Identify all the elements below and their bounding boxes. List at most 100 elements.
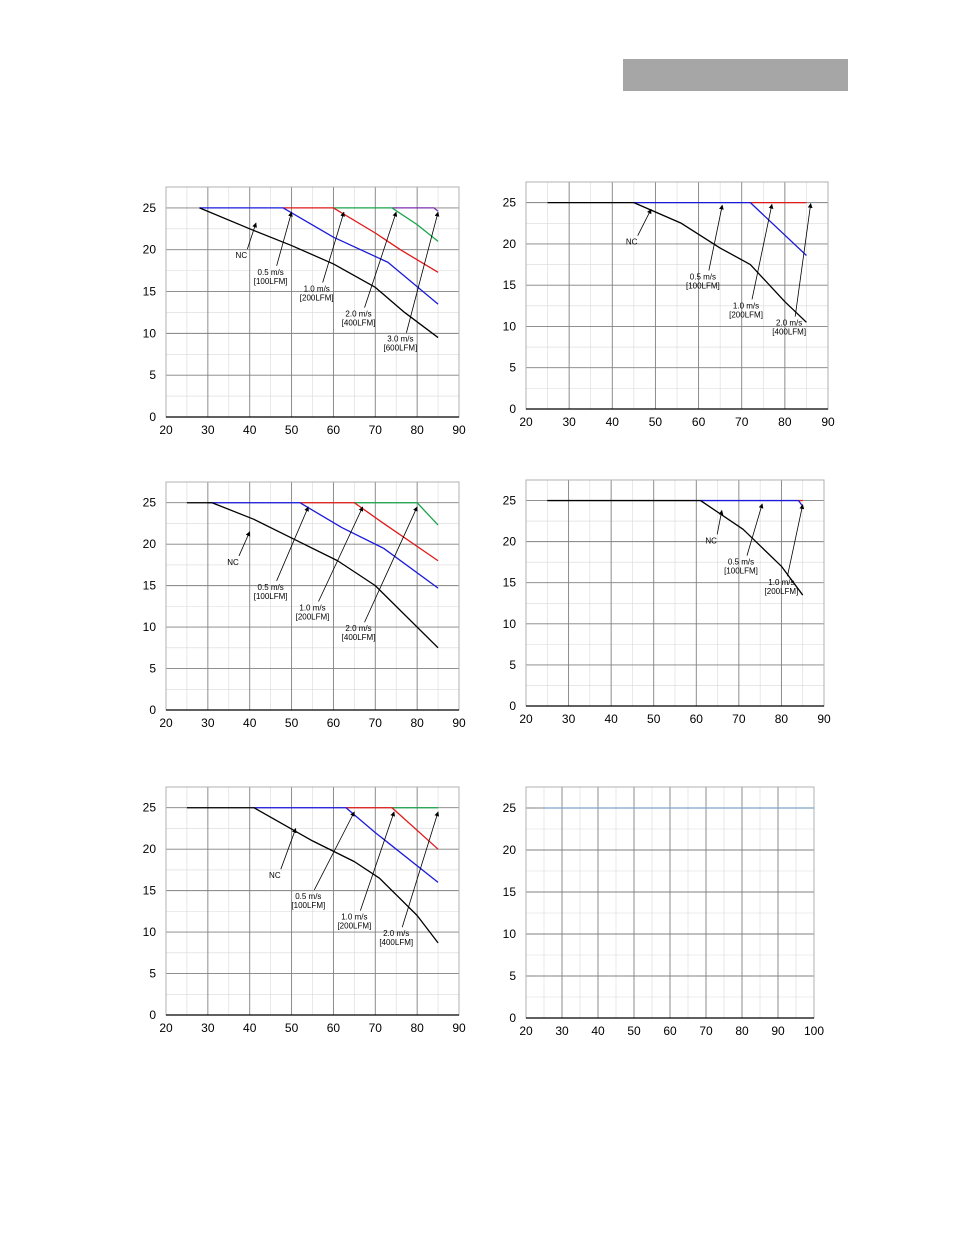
y-tick-label: 5 [149, 662, 156, 676]
y-tick-label: 25 [143, 201, 157, 215]
annotation-label: 0.5 m/s [258, 268, 284, 277]
annotation-label: 1.0 m/s [733, 301, 759, 310]
x-tick-label: 50 [649, 415, 663, 429]
y-tick-label: 25 [143, 496, 157, 510]
y-tick-label: 15 [503, 278, 517, 292]
x-tick-label: 90 [821, 415, 835, 429]
annotation-label: [400LFM] [772, 328, 806, 337]
y-tick-label: 15 [143, 285, 157, 299]
series-line-2-0-m-s [333, 207, 439, 242]
y-tick-label: 0 [509, 402, 516, 416]
annotation-arrow [280, 828, 297, 870]
x-tick-label: 20 [159, 1021, 173, 1035]
annotation-label: [100LFM] [254, 592, 288, 601]
x-tick-label: 60 [692, 415, 706, 429]
annotation-arrow [746, 503, 764, 556]
chart-5: 20 30 40 50 60 70 80 90 0 5 10 15 20 25 NC 0.5 m/s[100L… [143, 786, 466, 1035]
annotation-label: [200LFM] [729, 310, 763, 319]
y-tick-label: 20 [503, 843, 517, 857]
x-tick-label: 40 [591, 1024, 605, 1038]
annotation-label: NC [269, 871, 281, 880]
x-tick-label: 100 [804, 1024, 824, 1038]
series-line-3-0-m-s [392, 207, 439, 212]
series-line-0-5-m-s [700, 499, 804, 507]
y-tick-label: 0 [149, 1008, 156, 1022]
annotation: 0.5 m/s[100LFM] [291, 811, 355, 910]
x-tick-label: 70 [369, 1021, 383, 1035]
x-tick-label: 70 [699, 1024, 713, 1038]
x-tick-label: 20 [159, 716, 173, 730]
annotation-label: 1.0 m/s [768, 578, 794, 587]
series-line-0-5-m-s [633, 201, 807, 256]
x-tick-label: 30 [562, 415, 576, 429]
annotation-label: 2.0 m/s [776, 319, 802, 328]
x-tick-label: 60 [327, 1021, 341, 1035]
annotation: 0.5 m/s[100LFM] [686, 204, 724, 290]
annotation: 1.0 m/s[200LFM] [765, 504, 805, 596]
x-tick-label: 80 [410, 1021, 424, 1035]
annotation-arrow [794, 202, 813, 317]
annotation-label: 0.5 m/s [258, 583, 284, 592]
annotation-arrow [401, 811, 440, 928]
y-tick-label: 10 [143, 925, 157, 939]
annotation: NC [269, 828, 297, 880]
annotation-label: 2.0 m/s [383, 929, 409, 938]
annotation-label: 1.0 m/s [341, 913, 367, 922]
annotation: 1.0 m/s[200LFM] [729, 203, 774, 319]
annotation: 3.0 m/s[600LFM] [384, 211, 440, 353]
annotation-label: NC [236, 251, 248, 260]
annotation: 0.5 m/s[100LFM] [254, 506, 309, 601]
y-tick-label: 0 [509, 1011, 516, 1025]
annotation-label: 2.0 m/s [345, 624, 371, 633]
y-tick-label: 0 [149, 410, 156, 424]
x-tick-label: 70 [369, 423, 383, 437]
x-tick-label: 40 [606, 415, 620, 429]
y-tick-label: 5 [149, 368, 156, 382]
x-tick-label: 90 [771, 1024, 785, 1038]
x-tick-label: 40 [243, 716, 257, 730]
annotation: 2.0 m/s[400LFM] [342, 506, 418, 642]
y-tick-label: 15 [503, 885, 517, 899]
x-tick-label: 90 [817, 712, 831, 726]
series-line-0-5-m-s [207, 502, 439, 589]
annotation-arrow [708, 204, 724, 271]
annotation: 2.0 m/s[400LFM] [379, 811, 440, 947]
y-tick-label: 25 [503, 801, 517, 815]
annotation-label: 0.5 m/s [728, 558, 754, 567]
x-tick-label: 30 [555, 1024, 569, 1038]
x-tick-label: 20 [519, 415, 533, 429]
x-tick-label: 50 [647, 712, 661, 726]
annotation: NC [705, 509, 724, 545]
x-tick-label: 60 [327, 716, 341, 730]
annotation: NC [227, 531, 251, 567]
y-tick-label: 5 [509, 361, 516, 375]
annotation-arrow [276, 211, 293, 266]
annotation-label: 3.0 m/s [387, 335, 413, 344]
x-tick-label: 40 [243, 1021, 257, 1035]
annotation-arrow [787, 504, 805, 577]
x-tick-label: 90 [452, 1021, 466, 1035]
y-tick-label: 20 [143, 243, 157, 257]
annotation: 0.5 m/s[100LFM] [254, 211, 293, 286]
chart-3: 20 30 40 50 60 70 80 90 0 5 10 15 20 25 NC 0.5 m/s[100L… [143, 481, 466, 730]
x-tick-label: 80 [410, 423, 424, 437]
x-tick-label: 50 [285, 716, 299, 730]
series-line-nc [547, 201, 807, 323]
annotation-label: [200LFM] [337, 922, 371, 931]
y-tick-label: 0 [149, 703, 156, 717]
annotation-arrow [322, 211, 345, 283]
y-tick-label: 15 [143, 884, 157, 898]
annotation-label: [600LFM] [384, 344, 418, 353]
annotation-label: 1.0 m/s [299, 604, 325, 613]
x-tick-label: 80 [735, 1024, 749, 1038]
x-tick-label: 80 [410, 716, 424, 730]
x-tick-label: 60 [327, 423, 341, 437]
annotation-label: [100LFM] [724, 567, 758, 576]
annotation-arrow [313, 811, 355, 891]
chart-1: 20 30 40 50 60 70 80 90 0 5 10 15 20 25 NC 0.5 m/s[100L… [143, 186, 466, 437]
chart-6: 20 30 40 50 60 70 80 90 100 0 5 10 15 20 25 [503, 786, 824, 1038]
y-tick-label: 25 [503, 196, 517, 210]
y-tick-label: 15 [143, 579, 157, 593]
x-tick-label: 20 [159, 423, 173, 437]
